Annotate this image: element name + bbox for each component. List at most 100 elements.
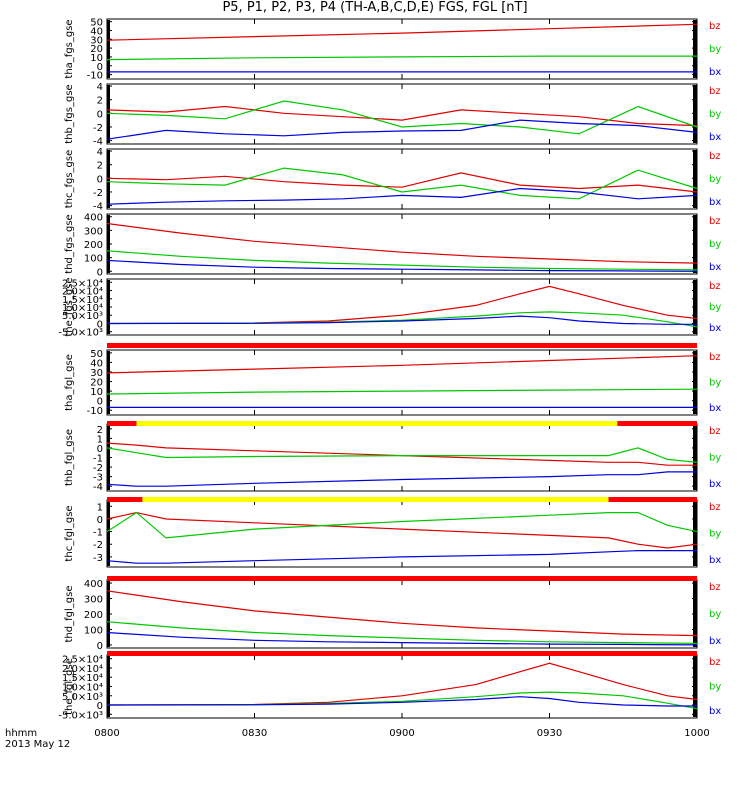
legend-bx: bx [709,555,721,566]
left-edge-mark [107,150,110,208]
series-line-bz [106,662,698,706]
y-tick-label: 2.0×10⁴ [62,287,103,298]
series-line-bz [106,222,698,264]
y-tick-label: -3 [93,553,103,564]
series-line-by [106,250,698,271]
y-tick-label: 0 [97,267,103,278]
x-tick-label: 1000 [684,728,709,739]
legend-by: by [709,174,721,185]
series-line-by [106,388,698,395]
legend-bz: bz [709,86,721,97]
y-axis-label: the_fgs_gse [64,277,75,336]
y-tick-label: 400 [84,579,103,590]
right-edge-mark [693,20,697,78]
y-tick-label: -2 [93,540,103,551]
legend-bz: bz [709,582,721,593]
y-tick-label: 1 [97,502,103,513]
y-tick-label: 20 [90,378,103,389]
panel-frame [106,349,698,416]
series-line-bx [106,471,697,487]
y-axis-label: the_fgl_gse [64,658,75,715]
y-tick-label: 0 [97,397,103,408]
y-tick-label: 5.0×10³ [62,692,103,703]
legend-by: by [709,302,721,313]
y-tick-label: 1.0×10⁴ [62,303,103,314]
series-line-bz [106,285,698,325]
series-line-bz [106,511,698,549]
y-tick-label: 2.5×10⁴ [62,278,103,289]
series-line-by [106,55,697,61]
flag-bar-segment [107,343,697,348]
legend-bx: bx [709,197,721,208]
y-tick-label: 1.5×10⁴ [62,295,103,306]
series-line-bx [106,119,698,140]
series-line-bx [106,631,698,646]
legend-bz: bz [709,502,721,513]
legend-by: by [709,44,721,55]
y-tick-label: 30 [90,35,103,46]
y-tick-label: 40 [90,26,103,37]
y-tick-label: 2 [97,96,103,107]
footer-date: 2013 May 12 [5,739,70,750]
legend-bx: bx [709,403,721,414]
y-tick-label: -1 [93,528,103,539]
y-axis-label: thc_fgl_gse [64,505,75,561]
y-tick-label: -2 [93,188,103,199]
y-tick-label: 2 [97,425,103,436]
series-line-by [106,311,698,328]
y-tick-label: 30 [90,368,103,379]
flag-bar-segment [608,497,697,502]
y-tick-label: -3 [93,473,103,484]
y-tick-label: 40 [90,358,103,369]
y-tick-label: 50 [90,349,103,360]
chart-title: P5, P1, P2, P3, P4 (TH-A,B,C,D,E) FGS, F… [222,0,528,15]
legend-bx: bx [709,262,721,273]
y-tick-label: 300 [84,226,103,237]
panel-frame [106,18,698,80]
y-tick-label: 50 [90,18,103,29]
legend-bz: bz [709,21,721,32]
y-tick-label: 1 [97,434,103,445]
series-line-bx [106,315,697,325]
legend-bz: bz [709,426,721,437]
y-tick-label: 10 [90,387,103,398]
y-tick-label: 100 [84,625,103,636]
flag-bar-segment [107,651,697,656]
y-tick-label: 1.0×10⁴ [62,683,103,694]
legend-bz: bz [709,281,721,292]
left-edge-mark [107,351,110,414]
y-tick-label: -4 [93,482,103,493]
y-tick-label: 0 [97,444,103,455]
series-line-bz [106,105,698,127]
y-axis-label: thc_fgs_gse [64,150,75,209]
y-tick-label: -4 [93,137,103,148]
y-tick-label: 2.5×10⁴ [62,655,103,666]
y-tick-label: 20 [90,44,103,55]
y-tick-label: 400 [84,213,103,224]
y-tick-label: 2.0×10⁴ [62,664,103,675]
flag-bar-segment [107,421,137,426]
right-edge-mark [693,501,697,566]
y-tick-label: 200 [84,240,103,251]
left-edge-mark [107,20,110,78]
y-tick-label: -4 [93,202,103,213]
y-tick-label: 0 [97,319,103,330]
y-axis-label: thd_fgl_gse [64,586,75,643]
y-tick-label: 0 [97,109,103,120]
y-tick-label: -10 [87,406,103,417]
series-line-bz [106,172,698,193]
legend-by: by [709,378,721,389]
y-tick-label: -1 [93,454,103,465]
footer-hhmm: hhmm [5,728,37,739]
y-tick-label: 100 [84,254,103,265]
y-axis-label: tha_fgs_gse [64,19,75,78]
series-line-by [106,447,698,463]
x-tick-label: 0900 [389,728,414,739]
legend-bz: bz [709,216,721,227]
x-tick-label: 0800 [94,728,119,739]
legend-by: by [709,609,721,620]
y-tick-label: 5.0×10³ [62,311,103,322]
y-tick-label: 10 [90,53,103,64]
right-edge-mark [693,85,697,143]
